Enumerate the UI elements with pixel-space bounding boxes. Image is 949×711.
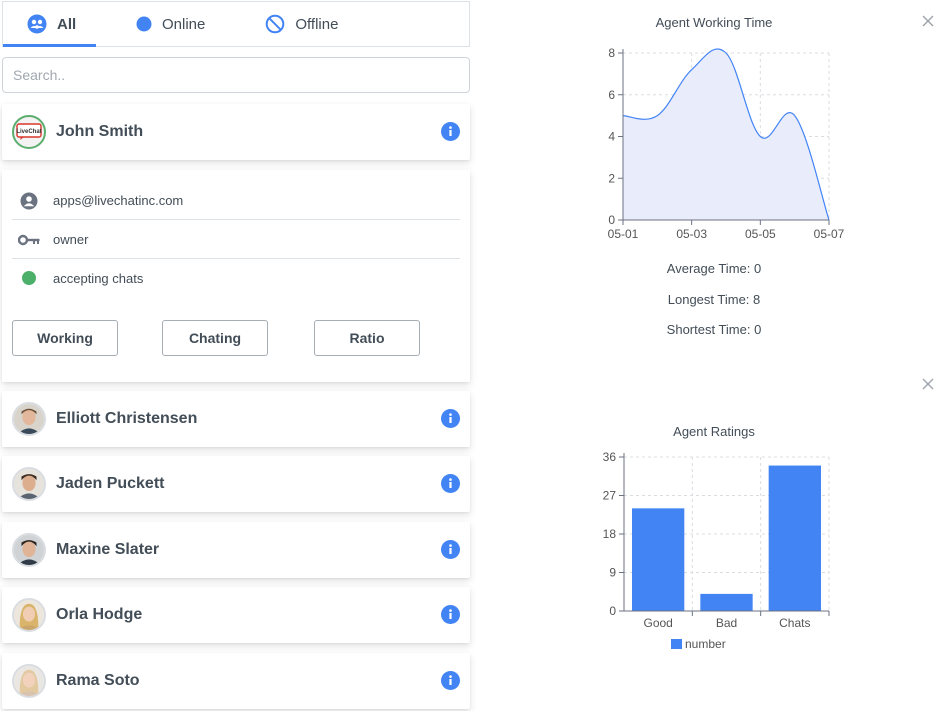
chatting-button[interactable]: Chating [162,320,268,356]
y-tick-label: 0 [609,604,616,618]
bar-chats [768,465,821,611]
avatar [12,402,46,436]
info-icon[interactable] [441,409,460,428]
info-icon[interactable] [441,540,460,559]
agent-name: John Smith [56,123,144,140]
agent-card[interactable]: Rama Soto [2,653,470,709]
area-fill [623,48,829,220]
y-tick-label: 18 [603,527,617,541]
agent-status: accepting chats [53,270,144,286]
agent-name: Orla Hodge [56,606,143,623]
tab-all[interactable]: All [3,2,96,47]
shortest-time: Shortest Time: 0 [666,322,762,337]
agent-name: Elliott Christensen [56,410,198,427]
role-row: owner [12,221,460,259]
avatar [12,598,46,632]
agent-email: apps@livechatinc.com [53,193,184,208]
agent-card-selected[interactable]: LiveChat John Smith [2,104,470,160]
bar-bad [700,593,753,611]
y-tick-label: 27 [603,489,617,503]
tab-offline[interactable]: Offline [265,2,338,46]
tab-offline-label: Offline [295,15,339,33]
working-time-chart: 0 2 4 6 8 05-01 05-03 05-05 05-07 [608,46,845,241]
user-circle-icon [17,192,41,210]
tab-all-label: All [57,15,77,33]
agent-role: owner [53,232,89,247]
bar-good [632,508,685,611]
x-tick-label: 05-05 [745,227,776,241]
tab-online[interactable]: Online [136,2,205,46]
x-tick-label: 05-07 [814,227,845,241]
close-icon[interactable] [921,14,935,28]
ratio-button[interactable]: Ratio [314,320,420,356]
close-icon[interactable] [921,377,935,391]
avatar: LiveChat [12,115,46,149]
livechat-logo-text: LiveChat [16,129,41,135]
working-chart-title: Agent Working Time [655,15,773,30]
y-tick-label: 8 [608,46,615,60]
x-tick-label: Good [643,616,672,630]
key-icon [17,234,41,246]
y-tick-label: 2 [608,171,615,185]
people-group-icon [27,14,47,34]
status-row: accepting chats [12,259,460,297]
ratings-chart-title: Agent Ratings [673,424,755,439]
working-button[interactable]: Working [12,320,118,356]
x-tick-label: Bad [716,616,737,630]
avatar [12,664,46,698]
legend-label: number [685,637,726,651]
ratings-chart: 0 9 18 27 36 Good Bad Chats number [603,450,830,651]
info-icon[interactable] [441,122,460,141]
status-dot-icon [17,271,41,285]
y-tick-label: 6 [608,88,615,102]
search-input[interactable] [2,57,470,93]
y-tick-label: 9 [609,566,616,580]
status-tabs: All Online Offline [2,1,470,47]
legend-swatch [671,639,682,649]
x-tick-label: 05-01 [608,227,639,241]
blocked-icon [265,14,285,34]
y-tick-label: 0 [608,213,615,227]
y-tick-label: 4 [608,130,615,144]
series-line [622,48,830,221]
email-row: apps@livechatinc.com [12,182,460,220]
tab-online-label: Online [162,15,206,33]
info-icon[interactable] [441,474,460,493]
agent-card[interactable]: Elliott Christensen [2,391,470,447]
x-tick-label: Chats [779,616,810,630]
online-dot-icon [136,16,152,32]
avatar [12,533,46,567]
average-time: Average Time: 0 [666,261,762,276]
info-icon[interactable] [441,671,460,690]
agent-card[interactable]: Orla Hodge [2,587,470,643]
longest-time: Longest Time: 8 [667,292,761,307]
avatar [12,467,46,501]
x-tick-label: 05-03 [676,227,707,241]
agent-name: Jaden Puckett [56,475,165,492]
info-icon[interactable] [441,605,460,624]
agent-name: Maxine Slater [56,541,160,558]
y-tick-label: 36 [603,450,617,464]
agent-details-panel: apps@livechatinc.com owner accepting cha… [2,170,470,382]
agent-name: Rama Soto [56,672,140,689]
agent-card[interactable]: Jaden Puckett [2,456,470,512]
agent-card[interactable]: Maxine Slater [2,522,470,578]
